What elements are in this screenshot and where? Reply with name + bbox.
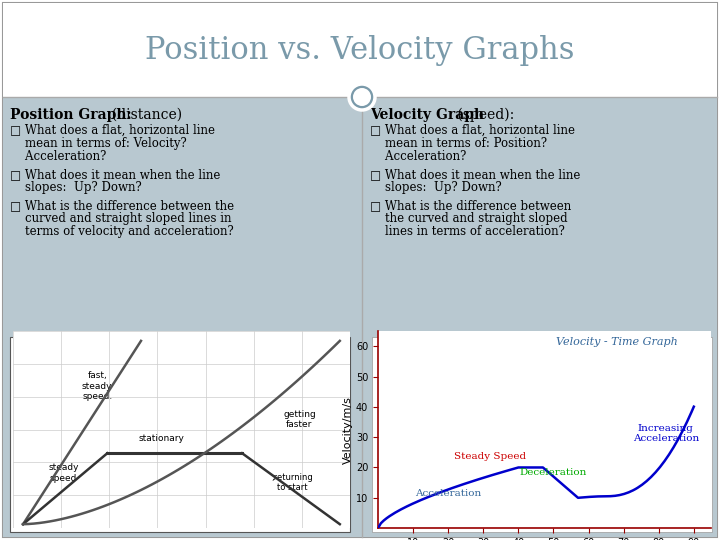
Text: □ What is the difference between: □ What is the difference between [370,199,571,212]
Bar [3,3,717,97]
Text: lines in terms of acceleration?: lines in terms of acceleration? [370,225,565,238]
Text: □ What does it mean when the line: □ What does it mean when the line [10,168,220,181]
Circle shape [349,84,375,110]
Text: □ What is the difference between the: □ What is the difference between the [10,199,234,212]
Text: Increasing
Acceleration: Increasing Acceleration [633,424,699,443]
Text: Position Graph:: Position Graph: [10,108,132,122]
Text: □ What does a flat, horizontal line: □ What does a flat, horizontal line [10,124,215,137]
Text: Deceleration: Deceleration [520,468,587,477]
Y-axis label: Velocity/m/s: Velocity/m/s [343,396,353,463]
Text: getting
faster: getting faster [283,410,316,429]
Text: mean in terms of: Velocity?: mean in terms of: Velocity? [10,137,186,150]
Text: stationary: stationary [138,434,184,443]
Text: Velocity - Time Graph: Velocity - Time Graph [556,337,678,347]
FancyBboxPatch shape [3,3,717,537]
Text: ,returning
to start: ,returning to start [271,473,313,492]
Text: □ What does it mean when the line: □ What does it mean when the line [370,168,580,181]
Text: curved and straight sloped lines in: curved and straight sloped lines in [10,212,232,225]
Text: Position vs. Velocity Graphs: Position vs. Velocity Graphs [145,35,575,65]
Text: □ What does a flat, horizontal line: □ What does a flat, horizontal line [370,124,575,137]
Bar [10,337,350,532]
Bar [372,337,712,532]
Text: DISTANCE: DISTANCE [0,405,1,454]
Text: steady
speed: steady speed [48,463,78,483]
Text: Steady Speed: Steady Speed [454,453,526,461]
Text: (distance): (distance) [103,108,182,122]
Text: terms of velocity and acceleration?: terms of velocity and acceleration? [10,225,234,238]
Text: Acceleration?: Acceleration? [10,150,107,163]
Text: (speed):: (speed): [453,108,514,123]
Text: slopes:  Up? Down?: slopes: Up? Down? [10,181,142,194]
Text: Acceleration: Acceleration [415,489,481,498]
Circle shape [353,88,371,106]
Text: slopes:  Up? Down?: slopes: Up? Down? [370,181,502,194]
Text: Acceleration?: Acceleration? [370,150,467,163]
Text: fast,
steady
speed.: fast, steady speed. [82,372,112,401]
Text: Velocity Graph: Velocity Graph [370,108,484,122]
Bar [3,97,717,537]
Text: the curved and straight sloped: the curved and straight sloped [370,212,567,225]
Text: mean in terms of: Position?: mean in terms of: Position? [370,137,547,150]
